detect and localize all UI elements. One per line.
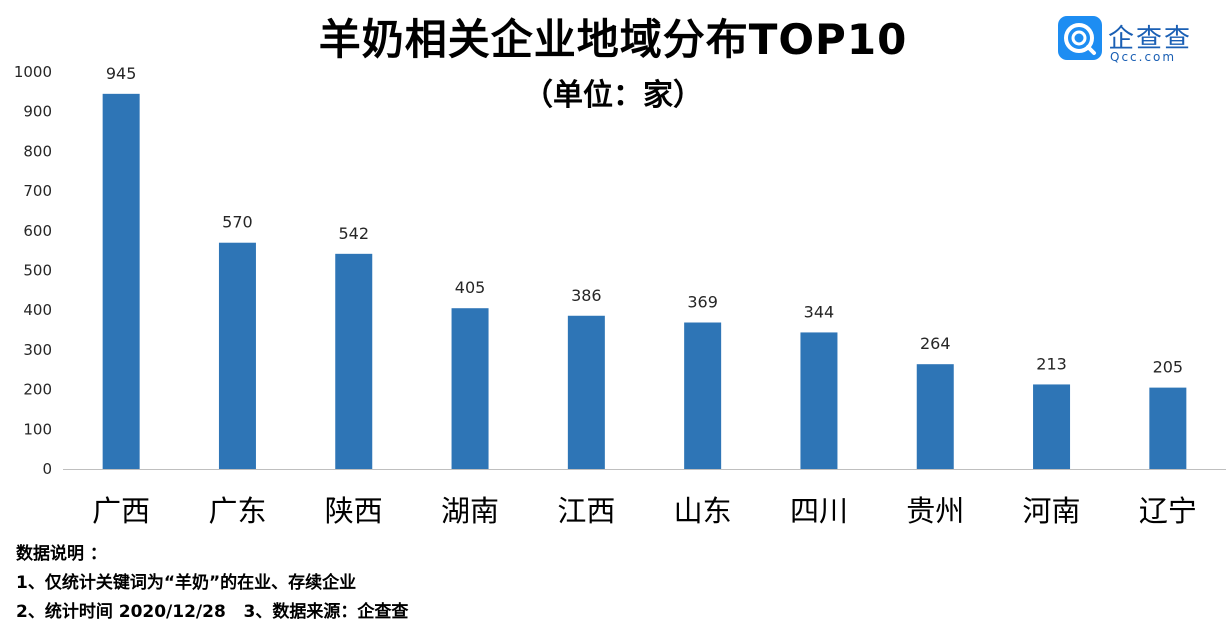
logo-url: Qcc.com [1110,50,1177,64]
chart-subtitle: （单位：家） [523,78,703,113]
y-tick-label: 500 [23,262,52,280]
bar-value-label: 205 [1153,358,1184,377]
y-tick-label: 0 [42,460,52,478]
bar [102,93,140,470]
y-tick-label: 100 [23,420,52,438]
bar-value-label: 945 [106,64,137,83]
x-category-label: 广西 [92,494,150,528]
qcc-logo-icon [1058,16,1102,60]
bar [1033,384,1071,469]
bar-value-label: 542 [338,224,369,243]
x-category-label: 河南 [1023,494,1081,528]
bar-value-label: 344 [804,302,835,321]
y-tick-label: 800 [23,142,52,160]
x-category-label: 四川 [790,494,848,528]
x-category-label: 江西 [557,494,615,528]
bar-value-label: 570 [222,213,253,232]
chart-title: 羊奶相关企业地域分布TOP10 [318,15,908,64]
bar [218,242,256,469]
bar [567,315,605,469]
bar-chart: 0 100 200 300 400 500 600 700 800 900 1000 945 广西 570… [14,63,1226,528]
x-category-label: 山东 [674,494,732,528]
y-tick-label: 200 [23,381,52,399]
bar-value-label: 386 [571,286,602,305]
bar [684,322,722,469]
bar [1149,387,1187,469]
y-tick-label: 700 [23,182,52,200]
x-category-label: 辽宁 [1139,494,1197,528]
y-tick-label: 600 [23,222,52,240]
notes-line-2: 2、统计时间 2020/12/28 3、数据来源：企查查 [16,602,409,622]
x-category-label: 湖南 [441,494,499,528]
bar [335,253,373,469]
bar [800,332,838,469]
y-tick-label: 300 [23,341,52,359]
logo-name: 企查查 [1108,24,1193,54]
bar-value-label: 213 [1036,354,1067,373]
data-notes: 数据说明 ： 1、仅统计关键词为“羊奶”的在业、存续企业 2、统计时间 2020… [16,540,408,627]
bar-value-label: 369 [687,293,718,312]
y-tick-label: 900 [23,103,52,121]
notes-heading: 数据说明 ： [16,544,107,564]
y-tick-label: 1000 [14,63,52,81]
y-tick-label: 400 [23,301,52,319]
notes-line-1: 1、仅统计关键词为“羊奶”的在业、存续企业 [16,573,357,593]
x-category-label: 广东 [208,494,266,528]
bar [916,364,954,469]
x-category-label: 贵州 [906,494,964,528]
bar-value-label: 405 [455,278,486,297]
bar-value-label: 264 [920,334,951,353]
x-category-label: 陕西 [325,494,383,528]
bar [451,308,489,469]
qcc-logo: 企查查 Qcc.com [1058,16,1218,68]
